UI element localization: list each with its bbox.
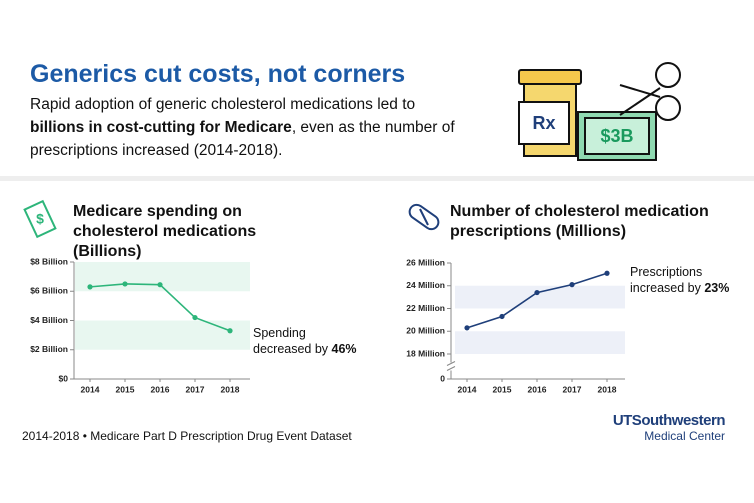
point bbox=[464, 325, 470, 331]
x-tick-label: 2017 bbox=[186, 384, 205, 394]
y-tick-label: $0 bbox=[59, 373, 69, 383]
point bbox=[499, 313, 505, 320]
annotation: Prescriptions increased by 23% bbox=[630, 264, 740, 296]
annotation-text: Spending decreased by bbox=[253, 326, 332, 356]
divider bbox=[0, 176, 754, 181]
subtitle: Rapid adoption of generic cholesterol me… bbox=[30, 93, 470, 162]
subtitle-text: , even as the number of prescriptions in… bbox=[30, 119, 455, 159]
x-tick-label: 2016 bbox=[151, 384, 170, 394]
icon-label: $3B bbox=[600, 126, 633, 146]
x-tick-label: 2017 bbox=[563, 384, 582, 394]
y-tick-label: 22 Million bbox=[406, 303, 445, 313]
point bbox=[604, 270, 610, 276]
pill-icon bbox=[408, 203, 440, 231]
icon-label: Rx bbox=[532, 113, 555, 133]
logo-sub: Medical Center bbox=[644, 429, 725, 443]
x-tick-label: 2018 bbox=[221, 384, 240, 394]
subtitle-text: Rapid adoption of generic cholesterol me… bbox=[30, 96, 416, 113]
x-tick-label: 2015 bbox=[493, 384, 512, 394]
axis-break bbox=[446, 361, 456, 371]
annotation: Spending decreased by 46% bbox=[253, 325, 363, 357]
grid-band bbox=[455, 285, 625, 309]
point bbox=[227, 328, 233, 334]
title: Generics cut costs, not corners bbox=[30, 60, 406, 88]
y-tick-label: 20 Million bbox=[406, 326, 445, 336]
x-tick-label: 2016 bbox=[528, 384, 547, 394]
y-tick-label: $2 Billion bbox=[30, 344, 68, 354]
chart-title: Medicare spending on cholesterol medicat… bbox=[73, 203, 257, 260]
grid-band bbox=[455, 331, 625, 354]
x-tick-label: 2014 bbox=[81, 384, 100, 394]
logo: UTSouthwestern bbox=[612, 412, 726, 429]
annotation-value: 46% bbox=[331, 342, 357, 356]
point bbox=[157, 282, 163, 288]
x-tick-label: 2018 bbox=[598, 384, 617, 394]
point bbox=[122, 281, 128, 287]
y-tick-label: 26 Million bbox=[406, 257, 445, 267]
point bbox=[87, 284, 93, 290]
point bbox=[192, 314, 198, 321]
y-tick-label: $8 Billion bbox=[30, 256, 68, 266]
grid-band bbox=[75, 320, 250, 350]
x-tick-label: 2015 bbox=[116, 384, 135, 394]
y-tick-label: 24 Million bbox=[406, 280, 445, 290]
x-tick-label: 2014 bbox=[458, 384, 477, 394]
annotation-value: 23% bbox=[704, 281, 730, 295]
chart-title: Number of cholesterol medication prescri… bbox=[450, 203, 709, 240]
subtitle-bold: billions in cost-cutting for Medicare bbox=[30, 119, 292, 136]
point bbox=[569, 282, 575, 288]
dollar-icon: $ bbox=[23, 199, 57, 239]
point bbox=[534, 289, 540, 296]
y-tick-label: $6 Billion bbox=[30, 286, 68, 296]
y-tick-label: 0 bbox=[440, 373, 445, 383]
svg-text:$: $ bbox=[36, 211, 44, 227]
source: 2014-2018 • Medicare Part D Prescription… bbox=[22, 429, 352, 443]
y-tick-label: 18 Million bbox=[406, 348, 445, 358]
annotation-text: Prescriptions increased by bbox=[630, 265, 705, 295]
axis-break-gap bbox=[447, 362, 455, 371]
y-tick-label: $4 Billion bbox=[30, 315, 68, 325]
header-icon bbox=[518, 62, 681, 161]
